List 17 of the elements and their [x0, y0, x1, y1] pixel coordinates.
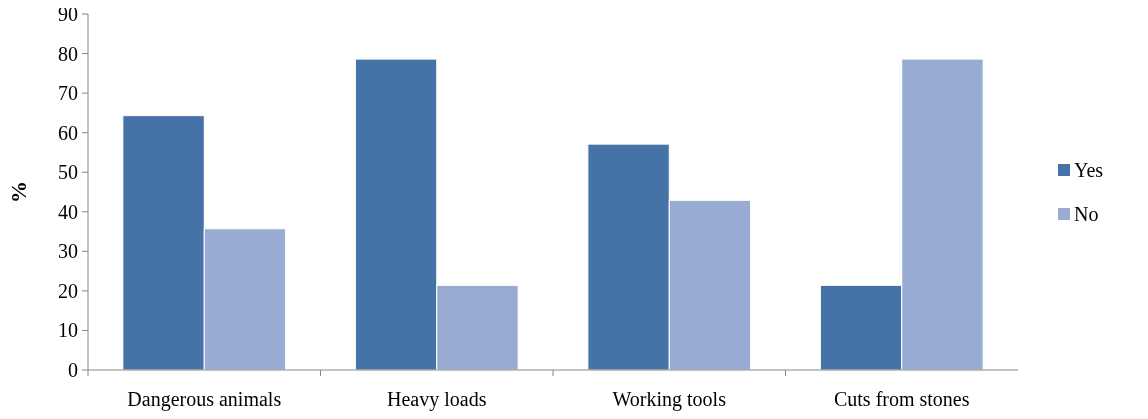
y-tick-label: 20 [58, 279, 78, 302]
x-tick-label: Cuts from stones [833, 388, 970, 410]
y-tick-label: 0 [68, 359, 78, 381]
y-tick-label: 10 [58, 319, 78, 342]
legend-label: No [1074, 203, 1099, 225]
y-tick-label: 60 [58, 121, 78, 144]
y-tick-label: 50 [58, 161, 78, 184]
y-tick-label: 70 [58, 82, 78, 105]
y-axis-title: % [6, 181, 31, 203]
y-tick-label: 80 [58, 42, 78, 65]
x-tick-label: Heavy loads [387, 388, 487, 411]
x-tick-label: Working tools [612, 388, 727, 411]
y-tick-label: 90 [58, 3, 78, 25]
legend-label: Yes [1074, 159, 1104, 181]
x-tick-label: Dangerous animals [127, 388, 282, 411]
y-tick-label: 30 [58, 240, 78, 263]
y-tick-label: 40 [58, 200, 78, 223]
